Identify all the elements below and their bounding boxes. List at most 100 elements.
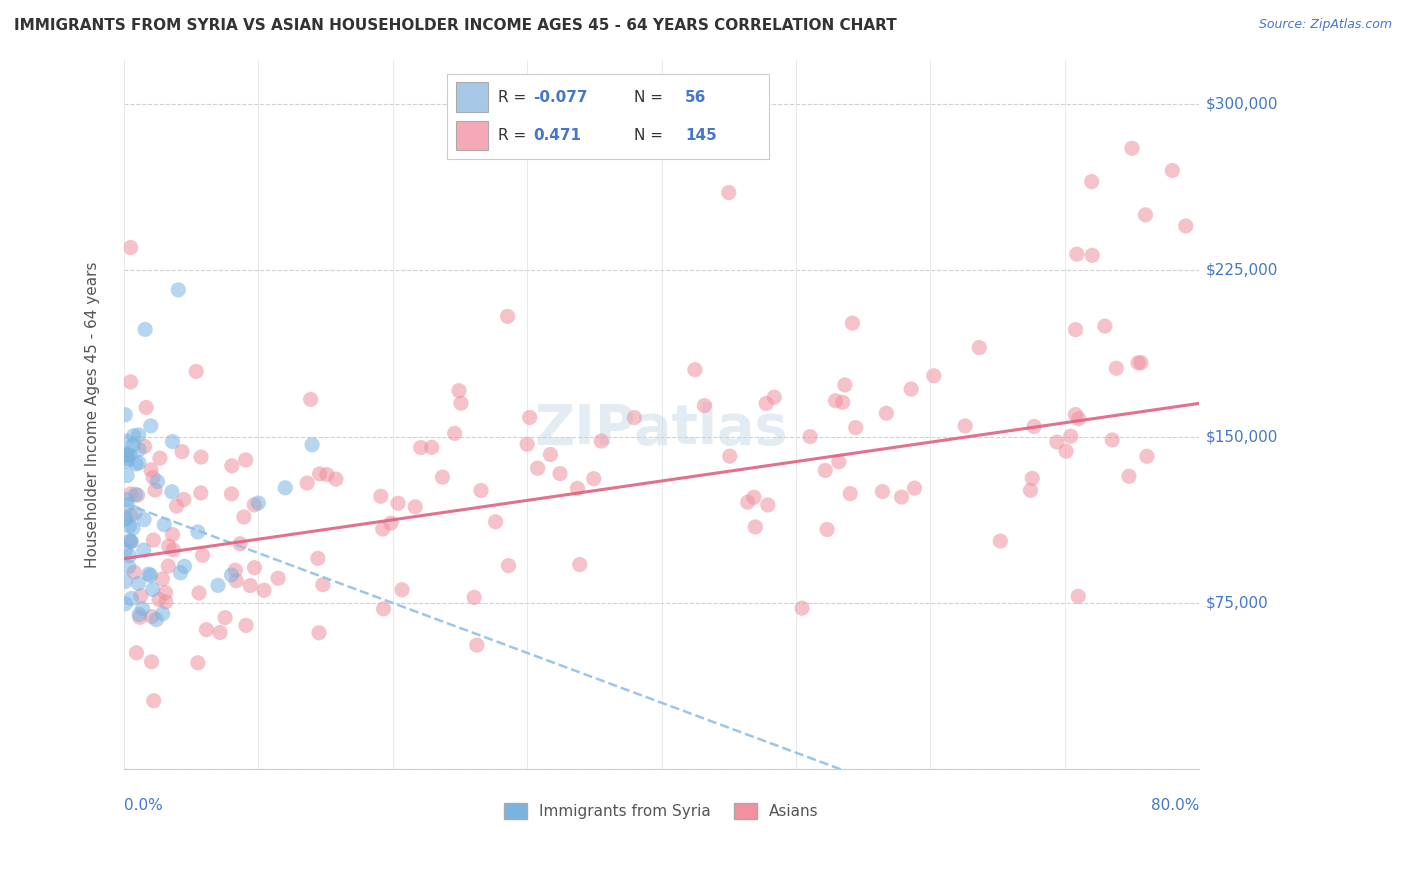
Point bbox=[160, 484, 183, 499]
Point bbox=[470, 483, 492, 498]
Point bbox=[1136, 450, 1159, 464]
Point bbox=[756, 498, 779, 512]
Point bbox=[221, 487, 243, 501]
Point bbox=[1067, 590, 1090, 604]
Point bbox=[132, 543, 155, 558]
Point bbox=[142, 533, 165, 547]
Point bbox=[114, 512, 136, 526]
Point bbox=[380, 516, 402, 530]
Point bbox=[463, 591, 485, 605]
Text: $150,000: $150,000 bbox=[1206, 429, 1278, 444]
Point bbox=[232, 510, 254, 524]
Point bbox=[717, 186, 740, 200]
Point bbox=[122, 429, 145, 443]
Point bbox=[1019, 483, 1042, 498]
Point bbox=[114, 542, 136, 557]
Point bbox=[299, 392, 322, 407]
Point bbox=[875, 406, 897, 420]
Point bbox=[149, 451, 172, 466]
Point bbox=[120, 487, 142, 501]
Y-axis label: Householder Income Ages 45 - 64 years: Householder Income Ages 45 - 64 years bbox=[86, 261, 100, 567]
Point bbox=[567, 481, 589, 495]
Point bbox=[1174, 219, 1197, 233]
Point bbox=[839, 486, 862, 500]
Point bbox=[166, 499, 188, 513]
Point bbox=[128, 607, 150, 622]
Point bbox=[387, 496, 409, 510]
Point bbox=[118, 533, 141, 548]
Point bbox=[582, 472, 605, 486]
Point bbox=[141, 655, 163, 669]
Point bbox=[443, 426, 465, 441]
Point bbox=[1054, 444, 1077, 458]
Point bbox=[623, 410, 645, 425]
Text: 0.0%: 0.0% bbox=[124, 797, 163, 813]
Point bbox=[225, 574, 247, 588]
Point bbox=[447, 384, 470, 398]
Point bbox=[173, 559, 195, 574]
Point bbox=[117, 451, 139, 466]
Point bbox=[1022, 419, 1045, 434]
Text: Source: ZipAtlas.com: Source: ZipAtlas.com bbox=[1258, 18, 1392, 31]
Point bbox=[243, 560, 266, 574]
Point bbox=[1161, 163, 1184, 178]
Point bbox=[799, 429, 821, 443]
Point bbox=[128, 442, 150, 457]
Point bbox=[988, 534, 1011, 549]
Point bbox=[790, 601, 813, 615]
Point bbox=[325, 472, 347, 486]
Point bbox=[142, 582, 165, 597]
Point bbox=[295, 476, 318, 491]
Point bbox=[235, 618, 257, 632]
Point bbox=[742, 490, 765, 504]
Point bbox=[432, 470, 454, 484]
Point bbox=[1067, 411, 1090, 425]
Point bbox=[191, 549, 214, 563]
Point bbox=[538, 447, 561, 461]
Point bbox=[131, 601, 153, 615]
Point bbox=[208, 625, 231, 640]
Point bbox=[128, 427, 150, 442]
Point bbox=[900, 382, 922, 396]
Point bbox=[118, 448, 141, 462]
Point bbox=[1046, 435, 1069, 450]
Point bbox=[221, 568, 243, 582]
Point bbox=[1021, 471, 1043, 485]
Point bbox=[1126, 356, 1149, 370]
Point bbox=[239, 578, 262, 592]
Point bbox=[115, 447, 138, 461]
Point bbox=[496, 310, 519, 324]
Point bbox=[157, 539, 180, 553]
Point bbox=[274, 481, 297, 495]
Text: $225,000: $225,000 bbox=[1206, 263, 1278, 277]
Point bbox=[190, 450, 212, 464]
Point bbox=[186, 364, 208, 378]
Point bbox=[141, 609, 163, 624]
Point bbox=[903, 481, 925, 495]
Point bbox=[169, 566, 191, 580]
Point bbox=[124, 487, 146, 501]
Point bbox=[1101, 433, 1123, 447]
Point bbox=[548, 467, 571, 481]
Point bbox=[1118, 469, 1140, 483]
Point bbox=[253, 583, 276, 598]
Point bbox=[824, 393, 846, 408]
Point bbox=[1064, 323, 1087, 337]
Point bbox=[519, 410, 541, 425]
Point bbox=[828, 455, 851, 469]
Point bbox=[115, 468, 138, 483]
Point bbox=[115, 449, 138, 463]
Point bbox=[139, 418, 162, 433]
Point bbox=[148, 592, 170, 607]
Point bbox=[190, 486, 212, 500]
Point bbox=[872, 484, 894, 499]
Point bbox=[485, 515, 508, 529]
Point bbox=[1081, 248, 1104, 262]
Point bbox=[1060, 429, 1083, 443]
Point bbox=[815, 523, 838, 537]
Point bbox=[188, 586, 211, 600]
Point bbox=[120, 534, 142, 549]
Point bbox=[139, 463, 162, 477]
Point bbox=[371, 522, 394, 536]
Point bbox=[114, 574, 136, 589]
